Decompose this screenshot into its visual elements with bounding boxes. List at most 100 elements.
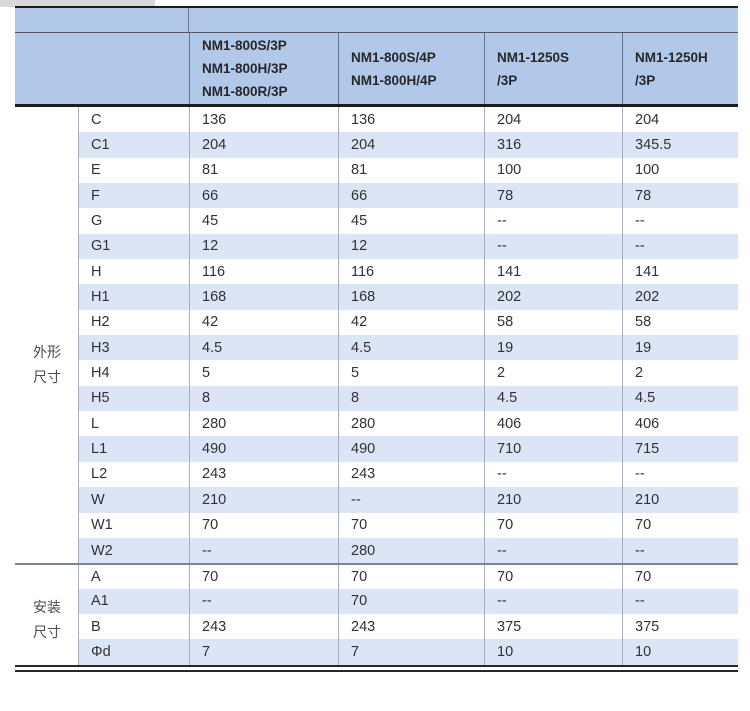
table-row: W 210 -- 210 210 bbox=[15, 487, 738, 513]
model-column: NM1-1250H/3P bbox=[622, 33, 738, 104]
dim-label: H1 bbox=[78, 284, 189, 310]
dim-label: A1 bbox=[78, 588, 189, 614]
section-label-line: 安装 bbox=[33, 599, 61, 615]
section-label-spacer bbox=[15, 132, 78, 158]
dim-value: 70 bbox=[338, 588, 484, 614]
dim-value: 2 bbox=[622, 360, 738, 386]
model-name-line: NM1-800H/3P bbox=[202, 61, 288, 76]
dim-label: A bbox=[78, 565, 189, 589]
table-row: H 116 116 141 141 bbox=[15, 259, 738, 285]
section-label-spacer bbox=[15, 411, 78, 437]
dim-value: 204 bbox=[189, 132, 338, 158]
dim-value: 168 bbox=[189, 284, 338, 310]
dim-value: 70 bbox=[189, 512, 338, 538]
model-name-line: NM1-800R/3P bbox=[202, 84, 288, 99]
dim-value: 210 bbox=[622, 487, 738, 513]
model-name-line: NM1-800S/4P bbox=[351, 49, 436, 65]
dim-value: -- bbox=[622, 233, 738, 260]
dim-value: 100 bbox=[622, 157, 738, 184]
model-name-line: NM1-1250S bbox=[497, 49, 570, 65]
table-row: H1 168 168 202 202 bbox=[15, 284, 738, 310]
table-row: H2 42 42 58 58 bbox=[15, 309, 738, 336]
dim-value: -- bbox=[189, 537, 338, 564]
model-column: NM1-800S/4P NM1-800H/4P bbox=[338, 33, 484, 104]
dim-label: G bbox=[78, 208, 189, 234]
dim-value: 10 bbox=[484, 639, 622, 665]
section-label-spacer bbox=[15, 157, 78, 184]
dim-label: H5 bbox=[78, 385, 189, 412]
dim-value: 280 bbox=[338, 537, 484, 564]
dim-label: Φd bbox=[78, 639, 189, 665]
dim-value: 243 bbox=[338, 613, 484, 640]
dim-value: 4.5 bbox=[484, 385, 622, 412]
dim-value: 204 bbox=[484, 107, 622, 133]
table-row: G1 12 12 -- -- bbox=[15, 233, 738, 260]
dim-value: 490 bbox=[338, 436, 484, 462]
dim-value: 45 bbox=[189, 208, 338, 234]
dim-label: H3 bbox=[78, 335, 189, 361]
dim-value: 202 bbox=[484, 284, 622, 310]
dim-value: -- bbox=[622, 208, 738, 234]
table-row: C1 204 204 316 345.5 bbox=[15, 132, 738, 158]
dim-value: -- bbox=[338, 487, 484, 513]
table-row: G 45 45 -- -- bbox=[15, 208, 738, 234]
dim-value: 5 bbox=[189, 360, 338, 386]
table-row: W1 70 70 70 70 bbox=[15, 512, 738, 538]
dim-value: -- bbox=[622, 461, 738, 488]
dim-value: 141 bbox=[622, 259, 738, 285]
dim-label: G1 bbox=[78, 233, 189, 260]
dim-value: 406 bbox=[484, 411, 622, 437]
header-strip-blank-cell bbox=[15, 8, 189, 32]
table-row: L1 490 490 710 715 bbox=[15, 436, 738, 462]
dim-value: 12 bbox=[189, 233, 338, 260]
dim-value: -- bbox=[484, 461, 622, 488]
table-row: H4 5 5 2 2 bbox=[15, 360, 738, 386]
table-header-strip bbox=[15, 8, 738, 33]
section-label-spacer bbox=[15, 613, 78, 640]
table-row: Φd 7 7 10 10 bbox=[15, 639, 738, 665]
model-name-line: /3P bbox=[635, 72, 656, 88]
table-row: B 243 243 375 375 bbox=[15, 613, 738, 640]
section-label-line: 尺寸 bbox=[33, 624, 61, 640]
dim-value: 70 bbox=[189, 565, 338, 589]
dim-value: -- bbox=[484, 233, 622, 260]
dim-value: 243 bbox=[189, 461, 338, 488]
dim-label: W bbox=[78, 487, 189, 513]
dim-value: 141 bbox=[484, 259, 622, 285]
dim-value: 116 bbox=[338, 259, 484, 285]
dim-value: 210 bbox=[484, 487, 622, 513]
dim-value: 70 bbox=[484, 512, 622, 538]
section-label-line: 尺寸 bbox=[33, 369, 61, 385]
dim-value: 136 bbox=[189, 107, 338, 133]
dim-label: W2 bbox=[78, 537, 189, 564]
dim-value: 12 bbox=[338, 233, 484, 260]
dim-label: W1 bbox=[78, 512, 189, 538]
model-name-line: NM1-800S/3P bbox=[202, 38, 287, 53]
dim-value: 66 bbox=[338, 183, 484, 209]
dim-value: 58 bbox=[484, 309, 622, 336]
dim-value: 10 bbox=[622, 639, 738, 665]
dim-value: 19 bbox=[622, 335, 738, 361]
dim-label: C1 bbox=[78, 132, 189, 158]
dim-value: 100 bbox=[484, 157, 622, 184]
section-label-spacer bbox=[15, 436, 78, 462]
dim-value: 345.5 bbox=[622, 132, 738, 158]
dim-label: H4 bbox=[78, 360, 189, 386]
dim-label: B bbox=[78, 613, 189, 640]
section-label-spacer bbox=[15, 208, 78, 234]
model-name-line: NM1-800H/4P bbox=[351, 72, 437, 88]
dim-value: 8 bbox=[189, 385, 338, 412]
section-label-spacer bbox=[15, 385, 78, 412]
dim-value: 204 bbox=[338, 132, 484, 158]
dim-value: 136 bbox=[338, 107, 484, 133]
section-label-spacer bbox=[15, 487, 78, 513]
dim-label: H2 bbox=[78, 309, 189, 336]
dim-value: 70 bbox=[622, 512, 738, 538]
section-label-spacer bbox=[15, 537, 78, 564]
dim-value: 210 bbox=[189, 487, 338, 513]
dim-label: L bbox=[78, 411, 189, 437]
dim-value: 66 bbox=[189, 183, 338, 209]
model-header-row: NM1-800S/3P NM1-800H/3P NM1-800R/3P NM1-80… bbox=[15, 33, 738, 107]
dim-value: 204 bbox=[622, 107, 738, 133]
